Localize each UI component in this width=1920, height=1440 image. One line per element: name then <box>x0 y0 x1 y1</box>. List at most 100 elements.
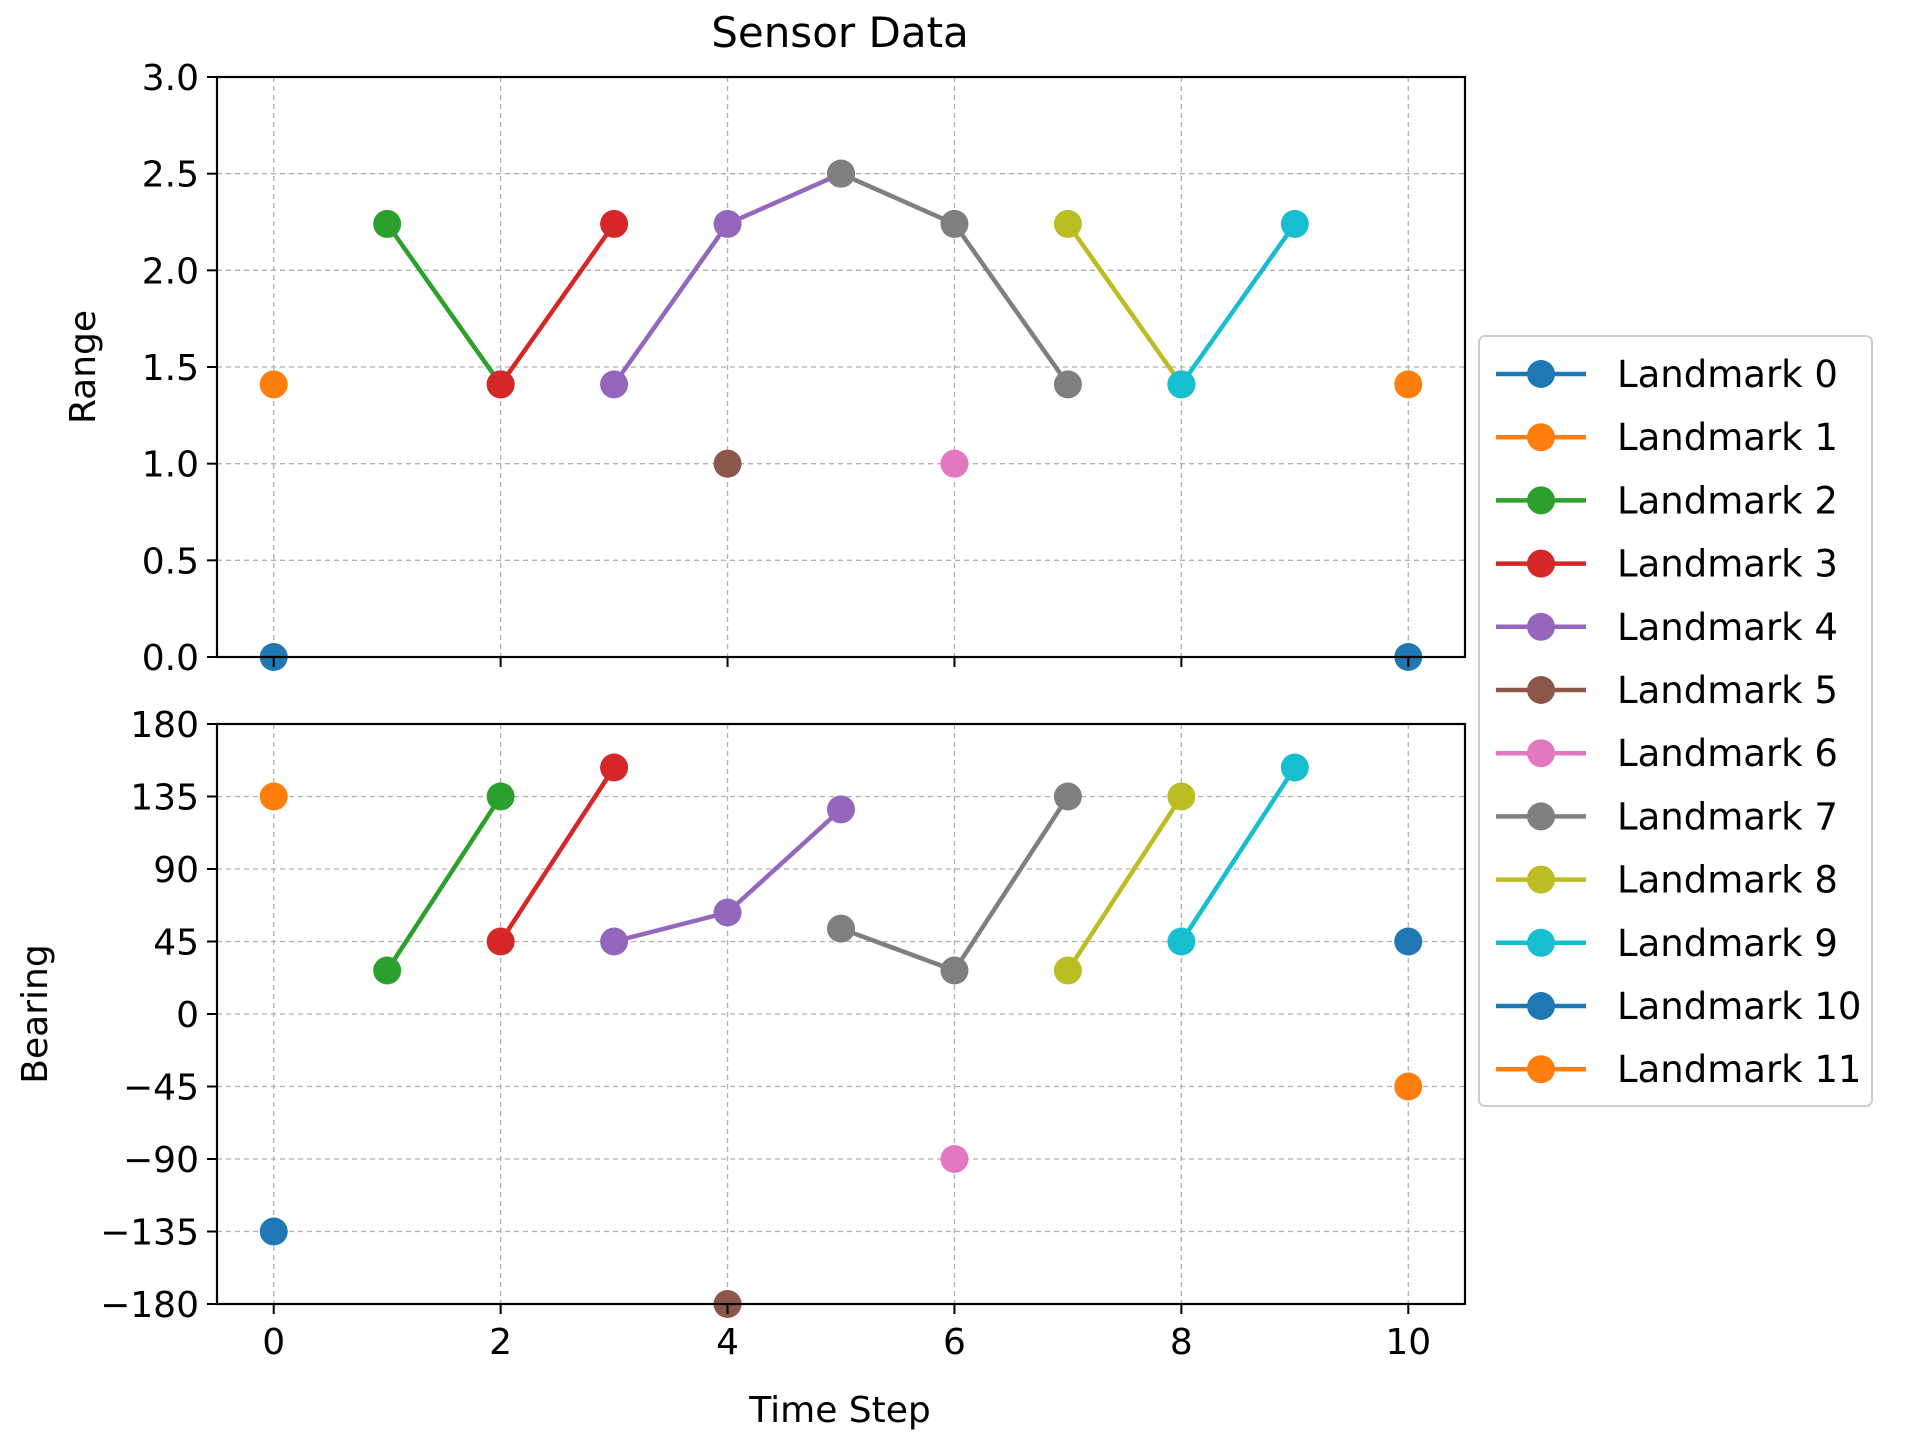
bearing-y-axis-label: Bearing <box>15 944 56 1083</box>
legend-entry-landmark-5: Landmark 5 <box>1496 669 1838 712</box>
range-y-tick-label: 3.0 <box>142 58 199 99</box>
legend-marker-landmark-5 <box>1527 676 1555 704</box>
legend-items: Landmark 0 Landmark 1 Landmark 2 Landmark 3… <box>1496 353 1861 1091</box>
range-point-landmark-7 <box>827 159 855 188</box>
legend-entry-landmark-7: Landmark 7 <box>1496 795 1838 838</box>
legend-frame <box>1478 335 1873 1107</box>
legend-marker-landmark-8 <box>1527 865 1555 894</box>
bearing-series-landmark-0 <box>259 1217 288 1246</box>
range-point-landmark-1 <box>259 370 288 399</box>
legend-label: Landmark 10 <box>1617 985 1861 1028</box>
legend: Landmark 0 Landmark 1 Landmark 2 Landmark 3… <box>1478 335 1873 1107</box>
bearing-series-landmark-10 <box>1394 927 1423 956</box>
legend-entry-landmark-4: Landmark 4 <box>1496 606 1838 649</box>
x-tick-label: 8 <box>1170 1322 1193 1363</box>
range-line-landmark-3 <box>498 222 616 386</box>
range-y-tick-label: 2.0 <box>142 251 199 292</box>
bearing-y-tick-label: −180 <box>100 1285 199 1326</box>
range-y-tick-label: 1.5 <box>142 348 199 389</box>
range-point-landmark-9 <box>1167 370 1196 399</box>
bearing-y-tick-label: −45 <box>123 1068 199 1109</box>
legend-marker-landmark-9 <box>1527 928 1555 957</box>
legend-label: Landmark 0 <box>1617 353 1838 396</box>
range-point-landmark-11 <box>1394 370 1423 399</box>
bearing-point-landmark-4 <box>713 898 742 927</box>
range-y-tick-label: 0.0 <box>142 638 199 679</box>
range-y-tick-label: 0.5 <box>142 541 199 582</box>
bearing-y-tick-label: 180 <box>130 705 199 746</box>
chart-title: Sensor Data <box>711 8 969 57</box>
bearing-point-landmark-7 <box>940 956 969 985</box>
x-tick-label: 2 <box>489 1322 512 1363</box>
x-tick-label: 0 <box>262 1322 285 1363</box>
legend-entry-landmark-0: Landmark 0 <box>1496 353 1838 396</box>
range-series-landmark-6 <box>940 449 969 478</box>
bearing-line-landmark-8 <box>1066 795 1184 972</box>
legend-marker-landmark-4 <box>1527 612 1555 641</box>
range-series-lines <box>259 159 1423 671</box>
range-point-landmark-4 <box>713 209 742 238</box>
range-series-landmark-1 <box>259 370 288 399</box>
bearing-y-tick-label: 45 <box>153 923 199 964</box>
range-y-axis-label: Range <box>63 310 104 424</box>
bearing-point-landmark-1 <box>259 782 288 811</box>
range-series-landmark-9 <box>1167 209 1309 399</box>
range-series-landmark-3 <box>486 209 629 399</box>
x-tick-label: 6 <box>943 1322 966 1363</box>
legend-entry-landmark-3: Landmark 3 <box>1496 543 1838 586</box>
bearing-point-landmark-0 <box>259 1217 288 1246</box>
bearing-y-tick-label: −135 <box>100 1213 199 1254</box>
bearing-line-landmark-3 <box>498 766 616 943</box>
range-line-landmark-8 <box>1066 222 1184 386</box>
legend-marker-landmark-1 <box>1527 423 1555 452</box>
bearing-series-landmark-3 <box>486 753 629 956</box>
bearing-line-landmark-9 <box>1179 766 1297 943</box>
bearing-point-landmark-2 <box>486 782 515 811</box>
legend-marker-landmark-2 <box>1527 486 1555 515</box>
bearing-subplot: 0 2 4 6 8 10 −180 −135 −90 −45 0 45 90 135 180 Bearing <box>15 705 1467 1363</box>
range-point-landmark-3 <box>486 370 515 399</box>
legend-marker-landmark-3 <box>1527 549 1555 578</box>
bearing-point-landmark-6 <box>940 1145 969 1173</box>
legend-label: Landmark 7 <box>1617 795 1838 838</box>
bearing-ticks: 0 2 4 6 8 10 −180 −135 −90 −45 0 45 90 135 180 <box>100 705 1431 1363</box>
bearing-point-landmark-3 <box>600 753 629 782</box>
legend-marker-landmark-7 <box>1527 802 1555 831</box>
bearing-series-landmark-9 <box>1167 753 1309 956</box>
legend-entry-landmark-11: Landmark 11 <box>1496 1048 1861 1091</box>
bearing-series-landmark-1 <box>259 782 288 811</box>
range-line-landmark-2 <box>385 222 503 386</box>
range-point-landmark-4 <box>600 370 629 399</box>
range-series-landmark-7 <box>827 159 1082 399</box>
legend-label: Landmark 6 <box>1617 732 1838 775</box>
bearing-series-landmark-2 <box>373 782 515 985</box>
bearing-point-landmark-8 <box>1053 956 1082 985</box>
bearing-series-landmark-7 <box>827 782 1082 985</box>
range-point-landmark-3 <box>600 209 629 238</box>
range-point-landmark-9 <box>1280 209 1309 238</box>
legend-marker-landmark-6 <box>1527 739 1555 768</box>
legend-label: Landmark 9 <box>1617 922 1838 965</box>
bearing-point-landmark-9 <box>1167 927 1196 956</box>
bearing-y-tick-label: 90 <box>153 850 199 891</box>
bearing-point-landmark-7 <box>827 914 855 943</box>
legend-entry-landmark-10: Landmark 10 <box>1496 985 1861 1028</box>
range-point-landmark-7 <box>1053 370 1082 399</box>
x-tick-label: 4 <box>716 1322 739 1363</box>
bearing-point-landmark-2 <box>373 956 402 985</box>
legend-marker-landmark-10 <box>1527 992 1555 1020</box>
range-point-landmark-8 <box>1053 209 1082 238</box>
bearing-point-landmark-3 <box>486 927 515 956</box>
bearing-point-landmark-11 <box>1394 1072 1423 1101</box>
bearing-series-landmark-8 <box>1053 782 1196 985</box>
range-subplot: 0.0 0.5 1.0 1.5 2.0 2.5 3.0 Range <box>63 58 1467 679</box>
bearing-point-landmark-8 <box>1167 782 1196 811</box>
bearing-point-landmark-4 <box>600 927 629 956</box>
legend-label: Landmark 11 <box>1617 1048 1861 1091</box>
bearing-series-landmark-6 <box>940 1145 969 1173</box>
legend-entry-landmark-9: Landmark 9 <box>1496 922 1838 965</box>
bearing-point-landmark-10 <box>1394 927 1423 956</box>
bearing-point-landmark-9 <box>1280 753 1309 782</box>
bearing-series-landmark-11 <box>1394 1072 1423 1101</box>
